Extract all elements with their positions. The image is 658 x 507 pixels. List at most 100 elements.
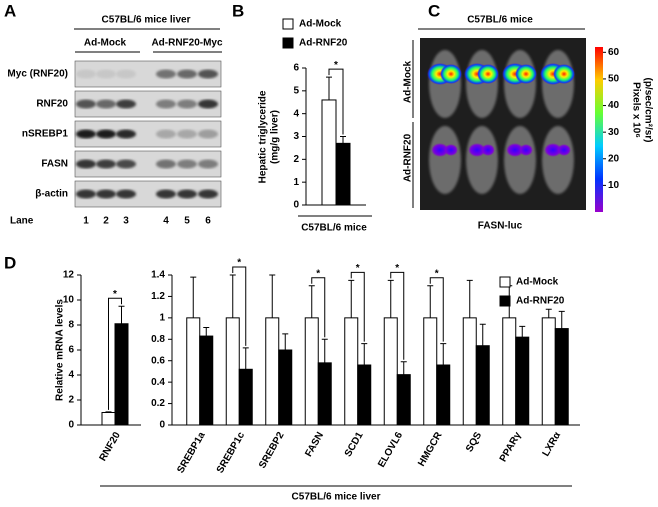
- y-tick-label: 2: [68, 395, 74, 406]
- bar: [317, 362, 332, 426]
- y-tick-label: 0.2: [151, 398, 165, 409]
- imaging-caption: FASN-luc: [478, 221, 523, 232]
- blot-band: [198, 189, 218, 199]
- panel-letter: A: [4, 1, 16, 20]
- colorbar-label: (p/sec/cm²/sr): [642, 77, 653, 142]
- row-label: β-actin: [35, 189, 68, 200]
- error-bar: [282, 333, 289, 350]
- blot-band: [116, 69, 136, 79]
- bar: [265, 317, 280, 426]
- x-tick-label: PPARγ: [498, 430, 524, 464]
- row-label: Ad-Mock: [403, 60, 414, 103]
- significance-bracket: [108, 297, 122, 410]
- lane-number: 1: [83, 216, 89, 227]
- y-tick-label: 6: [293, 63, 299, 74]
- blot-band: [177, 69, 197, 79]
- mouse: [466, 126, 498, 194]
- bar: [335, 142, 351, 206]
- panel-letter: B: [232, 1, 244, 20]
- signal: [519, 144, 533, 156]
- blot-band: [76, 99, 96, 109]
- error-bar: [545, 308, 552, 318]
- error-bar: [519, 325, 526, 338]
- group-label: Ad-Mock: [84, 38, 127, 49]
- x-tick-label: SREBP1c: [215, 430, 248, 475]
- x-tick-label: ELOVL6: [376, 430, 405, 470]
- bar: [475, 345, 490, 426]
- significance-label: *: [334, 60, 338, 71]
- x-tick-label: LXRα: [541, 430, 564, 459]
- significance-label: *: [356, 263, 360, 274]
- y-tick-label: 6: [68, 345, 74, 356]
- bar: [515, 336, 530, 426]
- signal: [553, 64, 575, 84]
- colorbar-tick-label: 60: [608, 47, 620, 58]
- significance-bracket: [390, 271, 405, 360]
- error-bar: [118, 305, 125, 324]
- error-bar: [558, 310, 565, 329]
- significance-label: *: [435, 268, 439, 279]
- blot-band: [96, 99, 116, 109]
- colorbar-tick-label: 50: [608, 74, 620, 85]
- significance-label: *: [316, 268, 320, 279]
- row-label: FASN: [41, 159, 68, 170]
- blot-band: [116, 189, 136, 199]
- y-tick-label: 0: [159, 420, 165, 431]
- y-tick-label: 4: [68, 370, 74, 381]
- blot-band: [96, 129, 116, 139]
- significance-bracket: [429, 277, 444, 342]
- bar: [278, 349, 293, 426]
- error-bar: [269, 274, 276, 318]
- row-label: RNF20: [36, 99, 68, 110]
- bar: [225, 317, 240, 426]
- x-axis-label: C57BL/6 mice: [301, 223, 367, 234]
- significance-label: *: [113, 289, 117, 300]
- error-bar: [229, 274, 236, 318]
- x-tick-label: HMGCR: [416, 430, 445, 469]
- blot-band: [116, 159, 136, 169]
- blot-band: [156, 99, 176, 109]
- x-tick-label: RNF20: [98, 430, 124, 463]
- lane-number: 2: [103, 216, 109, 227]
- x-tick-label: FASN: [303, 430, 326, 459]
- y-tick-label: 1.2: [151, 291, 165, 302]
- signal: [444, 144, 458, 156]
- error-bar: [242, 347, 249, 370]
- legend-swatch: [499, 276, 511, 288]
- bar: [396, 374, 411, 426]
- blot-band: [156, 69, 176, 79]
- blot-band: [96, 189, 116, 199]
- y-tick-label: 0.6: [151, 355, 165, 366]
- bar: [304, 317, 319, 426]
- blot-band: [198, 99, 218, 109]
- blot-band: [177, 159, 197, 169]
- y-tick-label: 1: [293, 177, 299, 188]
- bar: [114, 323, 129, 426]
- blot-band: [76, 129, 96, 139]
- bar: [462, 317, 477, 426]
- error-bar: [326, 76, 332, 100]
- legend-swatch: [282, 37, 294, 49]
- x-tick-label: SCD1: [343, 430, 366, 459]
- error-bar: [440, 343, 447, 365]
- y-tick-label: 2: [293, 154, 299, 165]
- significance-bracket: [328, 68, 344, 135]
- panel-letter: D: [4, 253, 16, 272]
- significance-bracket: [232, 266, 247, 346]
- signal: [481, 144, 495, 156]
- bar: [238, 368, 253, 426]
- bar: [344, 317, 359, 426]
- y-tick-label: 3: [293, 131, 299, 142]
- bar: [199, 335, 214, 426]
- blot-band: [198, 69, 218, 79]
- signal: [477, 64, 499, 84]
- colorbar-tick-label: 30: [608, 127, 620, 138]
- y-axis-label: Hepatic triglyceride: [258, 90, 269, 183]
- y-tick-label: 0: [68, 420, 74, 431]
- bar: [502, 317, 517, 426]
- error-bar: [348, 279, 355, 318]
- error-bar: [479, 323, 486, 346]
- blot-band: [76, 189, 96, 199]
- y-tick-label: 5: [293, 85, 299, 96]
- bar: [101, 412, 116, 426]
